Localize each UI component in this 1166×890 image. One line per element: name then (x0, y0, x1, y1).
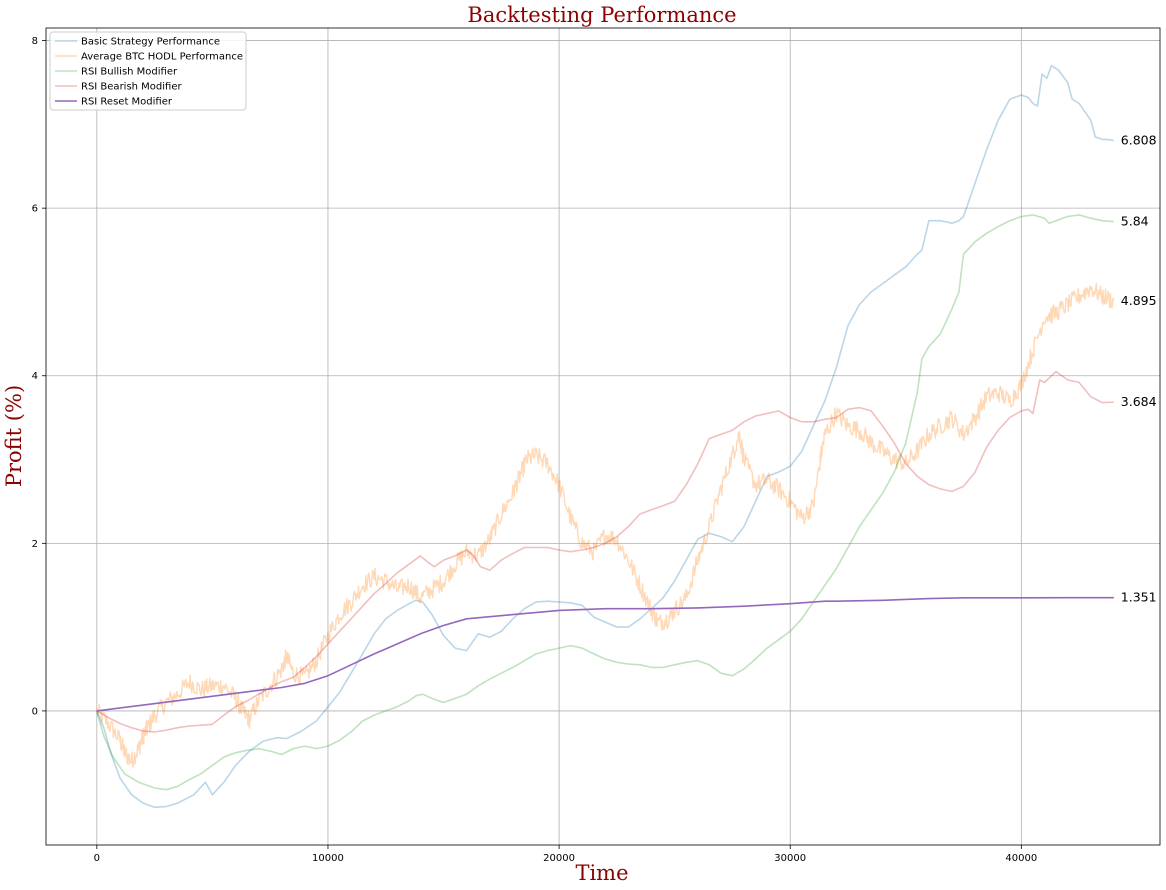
x-tick-label: 30000 (774, 853, 806, 864)
series-line-4 (96, 596, 1114, 712)
x-tick-label: 20000 (543, 853, 575, 864)
end-value-label: 4.895 (1121, 293, 1157, 308)
y-tick-label: 4 (32, 371, 38, 382)
x-tick-label: 40000 (1005, 853, 1037, 864)
y-axis-ticks: 0 2 4 6 8 (32, 36, 46, 717)
plot-frame (45, 27, 1161, 846)
x-axis-label: Time (575, 861, 628, 885)
legend-label: RSI Reset Modifier (81, 97, 173, 108)
end-value-label: 1.351 (1121, 590, 1157, 605)
end-value-label: 5.84 (1121, 214, 1149, 229)
chart-title: Backtesting Performance (467, 3, 736, 27)
legend-box (49, 31, 247, 111)
end-value-label: 3.684 (1121, 394, 1157, 409)
y-tick-label: 0 (32, 706, 38, 717)
end-labels: 6.808 4.895 5.84 3.684 1.351 (1121, 132, 1157, 604)
y-tick-label: 6 (32, 204, 38, 215)
grid (46, 28, 1160, 845)
legend-label: Average BTC HODL Performance (81, 52, 243, 63)
x-tick-label: 10000 (312, 853, 344, 864)
series-line-0 (96, 64, 1114, 809)
legend-label: RSI Bearish Modifier (81, 82, 183, 93)
end-value-label: 6.808 (1121, 132, 1157, 147)
x-tick-label: 0 (94, 853, 100, 864)
series-line-2 (96, 214, 1114, 791)
y-tick-label: 8 (32, 36, 38, 47)
y-axis-label: Profit (%) (2, 385, 26, 487)
y-tick-label: 2 (32, 539, 38, 550)
series-layer (96, 64, 1115, 809)
series-line-3 (96, 370, 1114, 733)
x-axis-ticks: 0 10000 20000 30000 40000 (94, 845, 1037, 864)
legend-label: Basic Strategy Performance (81, 37, 220, 48)
series-line-1 (96, 282, 1115, 768)
legend-label: RSI Bullish Modifier (81, 67, 178, 78)
legend: Basic Strategy Performance Average BTC HO… (49, 31, 247, 111)
